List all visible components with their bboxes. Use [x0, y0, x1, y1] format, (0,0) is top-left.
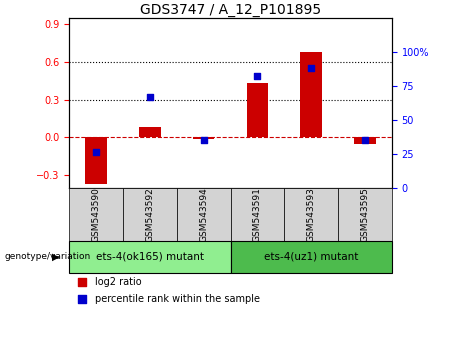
- Text: GSM543592: GSM543592: [145, 187, 154, 241]
- Title: GDS3747 / A_12_P101895: GDS3747 / A_12_P101895: [140, 3, 321, 17]
- Point: [200, 137, 207, 143]
- Text: log2 ratio: log2 ratio: [95, 278, 142, 287]
- Point: [146, 94, 154, 99]
- Bar: [284, 188, 338, 241]
- Point: [254, 73, 261, 79]
- Text: GSM543594: GSM543594: [199, 187, 208, 241]
- Bar: [139, 127, 160, 137]
- Text: ets-4(uz1) mutant: ets-4(uz1) mutant: [264, 252, 358, 262]
- Point: [78, 280, 86, 285]
- Bar: [123, 188, 177, 241]
- Text: ▶: ▶: [53, 252, 60, 262]
- Point: [307, 65, 315, 71]
- Text: percentile rank within the sample: percentile rank within the sample: [95, 294, 260, 304]
- Bar: [301, 52, 322, 137]
- Text: GSM543591: GSM543591: [253, 187, 262, 242]
- Point: [361, 137, 369, 143]
- Bar: [338, 188, 392, 241]
- Bar: [230, 188, 284, 241]
- Text: GSM543593: GSM543593: [307, 187, 316, 242]
- Text: genotype/variation: genotype/variation: [5, 252, 91, 261]
- Bar: [247, 83, 268, 137]
- Bar: [177, 188, 230, 241]
- Bar: [193, 137, 214, 138]
- Bar: [230, 241, 392, 273]
- Text: ets-4(ok165) mutant: ets-4(ok165) mutant: [96, 252, 204, 262]
- Point: [92, 149, 100, 155]
- Bar: [354, 137, 376, 144]
- Point: [78, 296, 86, 302]
- Bar: [85, 137, 107, 184]
- Text: GSM543590: GSM543590: [92, 187, 100, 242]
- Bar: [69, 241, 230, 273]
- Text: GSM543595: GSM543595: [361, 187, 369, 242]
- Bar: [69, 188, 123, 241]
